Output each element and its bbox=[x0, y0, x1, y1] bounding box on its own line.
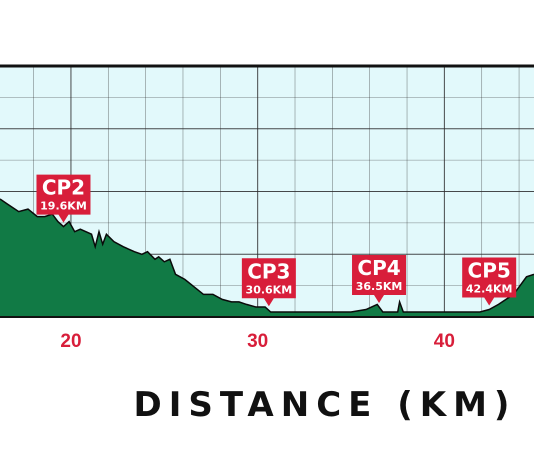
x-tick-label: 40 bbox=[434, 331, 455, 352]
checkpoint-name: CP2 bbox=[42, 176, 85, 200]
checkpoint-distance: 30.6KM bbox=[246, 283, 293, 296]
checkpoint-name: CP5 bbox=[468, 258, 511, 282]
checkpoint-distance: 42.4KM bbox=[466, 282, 513, 295]
x-axis-title: DISTANCE (KM) bbox=[134, 385, 517, 425]
checkpoint-callout bbox=[352, 254, 407, 303]
elevation-line bbox=[0, 198, 534, 313]
checkpoint-distance: 36.5KM bbox=[356, 280, 403, 293]
checkpoint-callout bbox=[462, 257, 517, 306]
checkpoint-name: CP3 bbox=[247, 259, 290, 283]
x-tick-label: 20 bbox=[60, 331, 81, 352]
x-axis-ticks: 20 30 40 bbox=[60, 331, 455, 352]
x-tick-label: 30 bbox=[247, 331, 268, 352]
checkpoint-distance: 19.6KM bbox=[40, 200, 87, 213]
elevation-area bbox=[0, 199, 534, 317]
checkpoint-callout bbox=[241, 258, 296, 307]
checkpoint-callout bbox=[36, 174, 91, 223]
checkpoint-name: CP4 bbox=[357, 256, 400, 280]
